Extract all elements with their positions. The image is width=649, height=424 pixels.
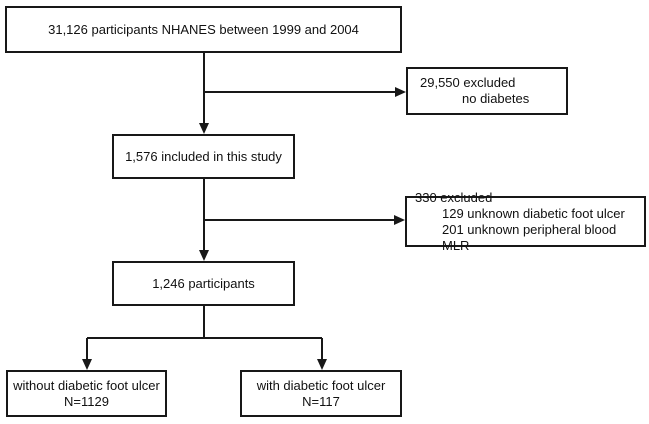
- box-included-in-study: 1,576 included in this study: [112, 134, 295, 179]
- arrowhead-down-without: [82, 359, 92, 370]
- arrowhead-down-with: [317, 359, 327, 370]
- box-final-participants: 1,246 participants: [112, 261, 295, 306]
- without-dfu-n-text: N=1129: [64, 393, 109, 409]
- with-dfu-n-text: N=117: [302, 393, 340, 409]
- excluded2-count-text: 330 excluded: [415, 189, 493, 205]
- arrowhead-right-excluded2: [394, 215, 405, 225]
- box-included-text: 1,576 included in this study: [125, 148, 282, 164]
- with-dfu-label-text: with diabetic foot ulcer: [256, 377, 386, 393]
- without-dfu-label-text: without diabetic foot ulcer: [13, 377, 160, 393]
- box-without-diabetic-foot-ulcer: without diabetic foot ulcer N=1129: [6, 370, 167, 417]
- excluded2-reason2-text: 201 unknown peripheral blood MLR: [442, 221, 617, 253]
- box-excluded-unknown-data: 330 excluded 129 unknown diabetic foot u…: [405, 190, 646, 253]
- arrowhead-down-participants: [199, 250, 209, 261]
- excluded1-reason-text: no diabetes: [462, 91, 530, 106]
- arrowhead-down-included: [199, 123, 209, 134]
- excluded2-reason1-text: 129 unknown diabetic foot ulcer: [442, 205, 625, 221]
- excluded1-count-text: 29,550 excluded: [420, 75, 516, 90]
- arrowhead-right-excluded1: [395, 87, 406, 97]
- box-final-participants-text: 1,246 participants: [152, 275, 255, 291]
- box-total-participants: 31,126 participants NHANES between 1999 …: [5, 6, 402, 53]
- box-excluded-no-diabetes: 29,550 excluded no diabetes: [406, 67, 568, 115]
- box-total-participants-text: 31,126 participants NHANES between 1999 …: [48, 21, 359, 37]
- box-with-diabetic-foot-ulcer: with diabetic foot ulcer N=117: [240, 370, 402, 417]
